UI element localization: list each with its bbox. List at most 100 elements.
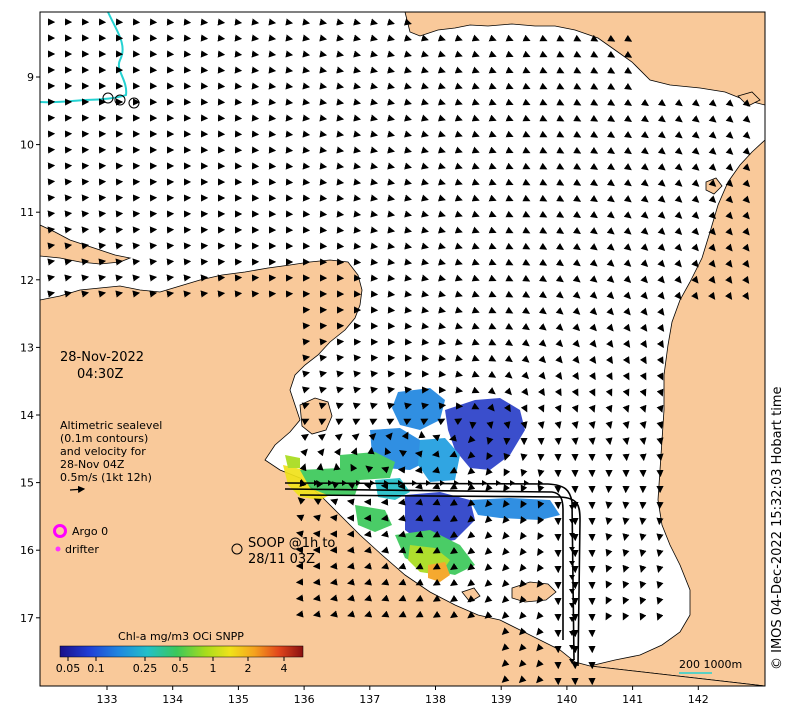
velocity-arrow (488, 290, 497, 298)
lon-tick-label: 141 (622, 693, 643, 706)
velocity-arrow (432, 562, 441, 570)
velocity-arrow (487, 403, 495, 412)
velocity-arrow (520, 453, 528, 462)
velocity-arrow (572, 355, 580, 364)
velocity-arrow (387, 130, 395, 138)
velocity-arrow (502, 547, 510, 556)
velocity-arrow (622, 372, 630, 381)
velocity-arrow (518, 659, 527, 668)
velocity-arrow (556, 34, 565, 42)
velocity-arrow (691, 243, 699, 252)
velocity-arrow (454, 50, 463, 58)
velocity-arrow (438, 290, 446, 298)
velocity-arrow (657, 131, 666, 139)
velocity-arrow (537, 388, 545, 397)
velocity-arrow (302, 18, 311, 26)
velocity-arrow (432, 434, 441, 442)
velocity-arrow (573, 194, 582, 202)
velocity-arrow (268, 114, 277, 122)
velocity-arrow (623, 211, 632, 219)
velocity-arrow (403, 18, 412, 26)
velocity-arrow (351, 433, 360, 441)
velocity-arrow (268, 66, 277, 74)
velocity-arrow (674, 227, 683, 236)
velocity-arrow (302, 66, 311, 74)
velocity-arrow (387, 162, 396, 170)
velocity-arrow (607, 34, 616, 42)
velocity-arrow (166, 290, 175, 298)
velocity-arrow (488, 178, 497, 186)
velocity-arrow (537, 404, 545, 413)
velocity-arrow (467, 611, 476, 619)
velocity-arrow (183, 274, 192, 282)
velocity-arrow (301, 418, 310, 426)
velocity-arrow (251, 114, 260, 122)
velocity-arrow (537, 421, 545, 429)
velocity-arrow (397, 482, 406, 490)
velocity-arrow (471, 34, 480, 42)
velocity-arrow (200, 274, 209, 282)
velocity-arrow (312, 530, 321, 538)
velocity-arrow (369, 402, 378, 410)
lon-tick-label: 139 (491, 693, 512, 706)
velocity-arrow (725, 243, 733, 252)
velocity-arrow (380, 498, 389, 506)
velocity-arrow (300, 448, 308, 457)
velocity-arrow (484, 611, 493, 619)
velocity-arrow (454, 306, 463, 314)
velocity-arrow (590, 66, 599, 74)
velocity-arrow (622, 356, 630, 365)
velocity-arrow (605, 548, 613, 557)
velocity-arrow (183, 34, 192, 42)
lat-tick-label: 14 (20, 409, 34, 422)
velocity-arrow (404, 82, 412, 90)
velocity-arrow (449, 482, 458, 490)
velocity-arrow (554, 421, 562, 429)
velocity-arrow (363, 530, 372, 538)
colorbar-tick-label: 0.25 (133, 662, 158, 675)
lat-tick-label: 13 (20, 341, 34, 354)
velocity-arrow (639, 421, 647, 429)
velocity-arrow (47, 274, 56, 282)
velocity-arrow (589, 195, 598, 203)
velocity-arrow (404, 258, 413, 266)
velocity-arrow (656, 453, 664, 462)
track-marker (569, 519, 575, 524)
velocity-arrow (522, 162, 531, 170)
velocity-arrow (725, 131, 734, 139)
velocity-arrow (488, 370, 497, 378)
velocity-arrow (398, 546, 407, 554)
velocity-arrow (640, 195, 649, 203)
drifter-legend-icon (55, 546, 61, 552)
velocity-arrow (336, 130, 345, 138)
velocity-arrow (606, 323, 614, 332)
velocity-arrow (624, 50, 633, 58)
velocity-arrow (708, 179, 717, 187)
velocity-arrow (622, 533, 630, 541)
velocity-arrow (318, 418, 327, 426)
velocity-arrow (622, 437, 630, 446)
velocity-arrow (573, 130, 582, 138)
velocity-arrow (556, 50, 565, 58)
velocity-arrow (166, 258, 175, 266)
velocity-arrow (622, 517, 630, 526)
velocity-arrow (639, 372, 647, 381)
velocity-arrow (437, 66, 446, 74)
velocity-arrow (64, 242, 73, 250)
velocity-arrow (742, 227, 750, 236)
velocity-arrow (387, 146, 396, 154)
velocity-arrow (708, 211, 717, 220)
velocity-arrow (502, 515, 510, 524)
velocity-arrow (657, 115, 666, 123)
velocity-arrow (285, 130, 294, 138)
velocity-arrow (353, 258, 362, 266)
velocity-arrow (488, 242, 497, 250)
velocity-arrow (572, 227, 581, 235)
velocity-arrow (606, 339, 614, 348)
velocity-arrow (590, 98, 599, 106)
velocity-arrow (624, 66, 633, 74)
velocity-arrow (47, 290, 56, 298)
velocity-arrow (370, 114, 379, 122)
velocity-arrow (606, 179, 615, 187)
velocity-arrow (520, 516, 528, 525)
